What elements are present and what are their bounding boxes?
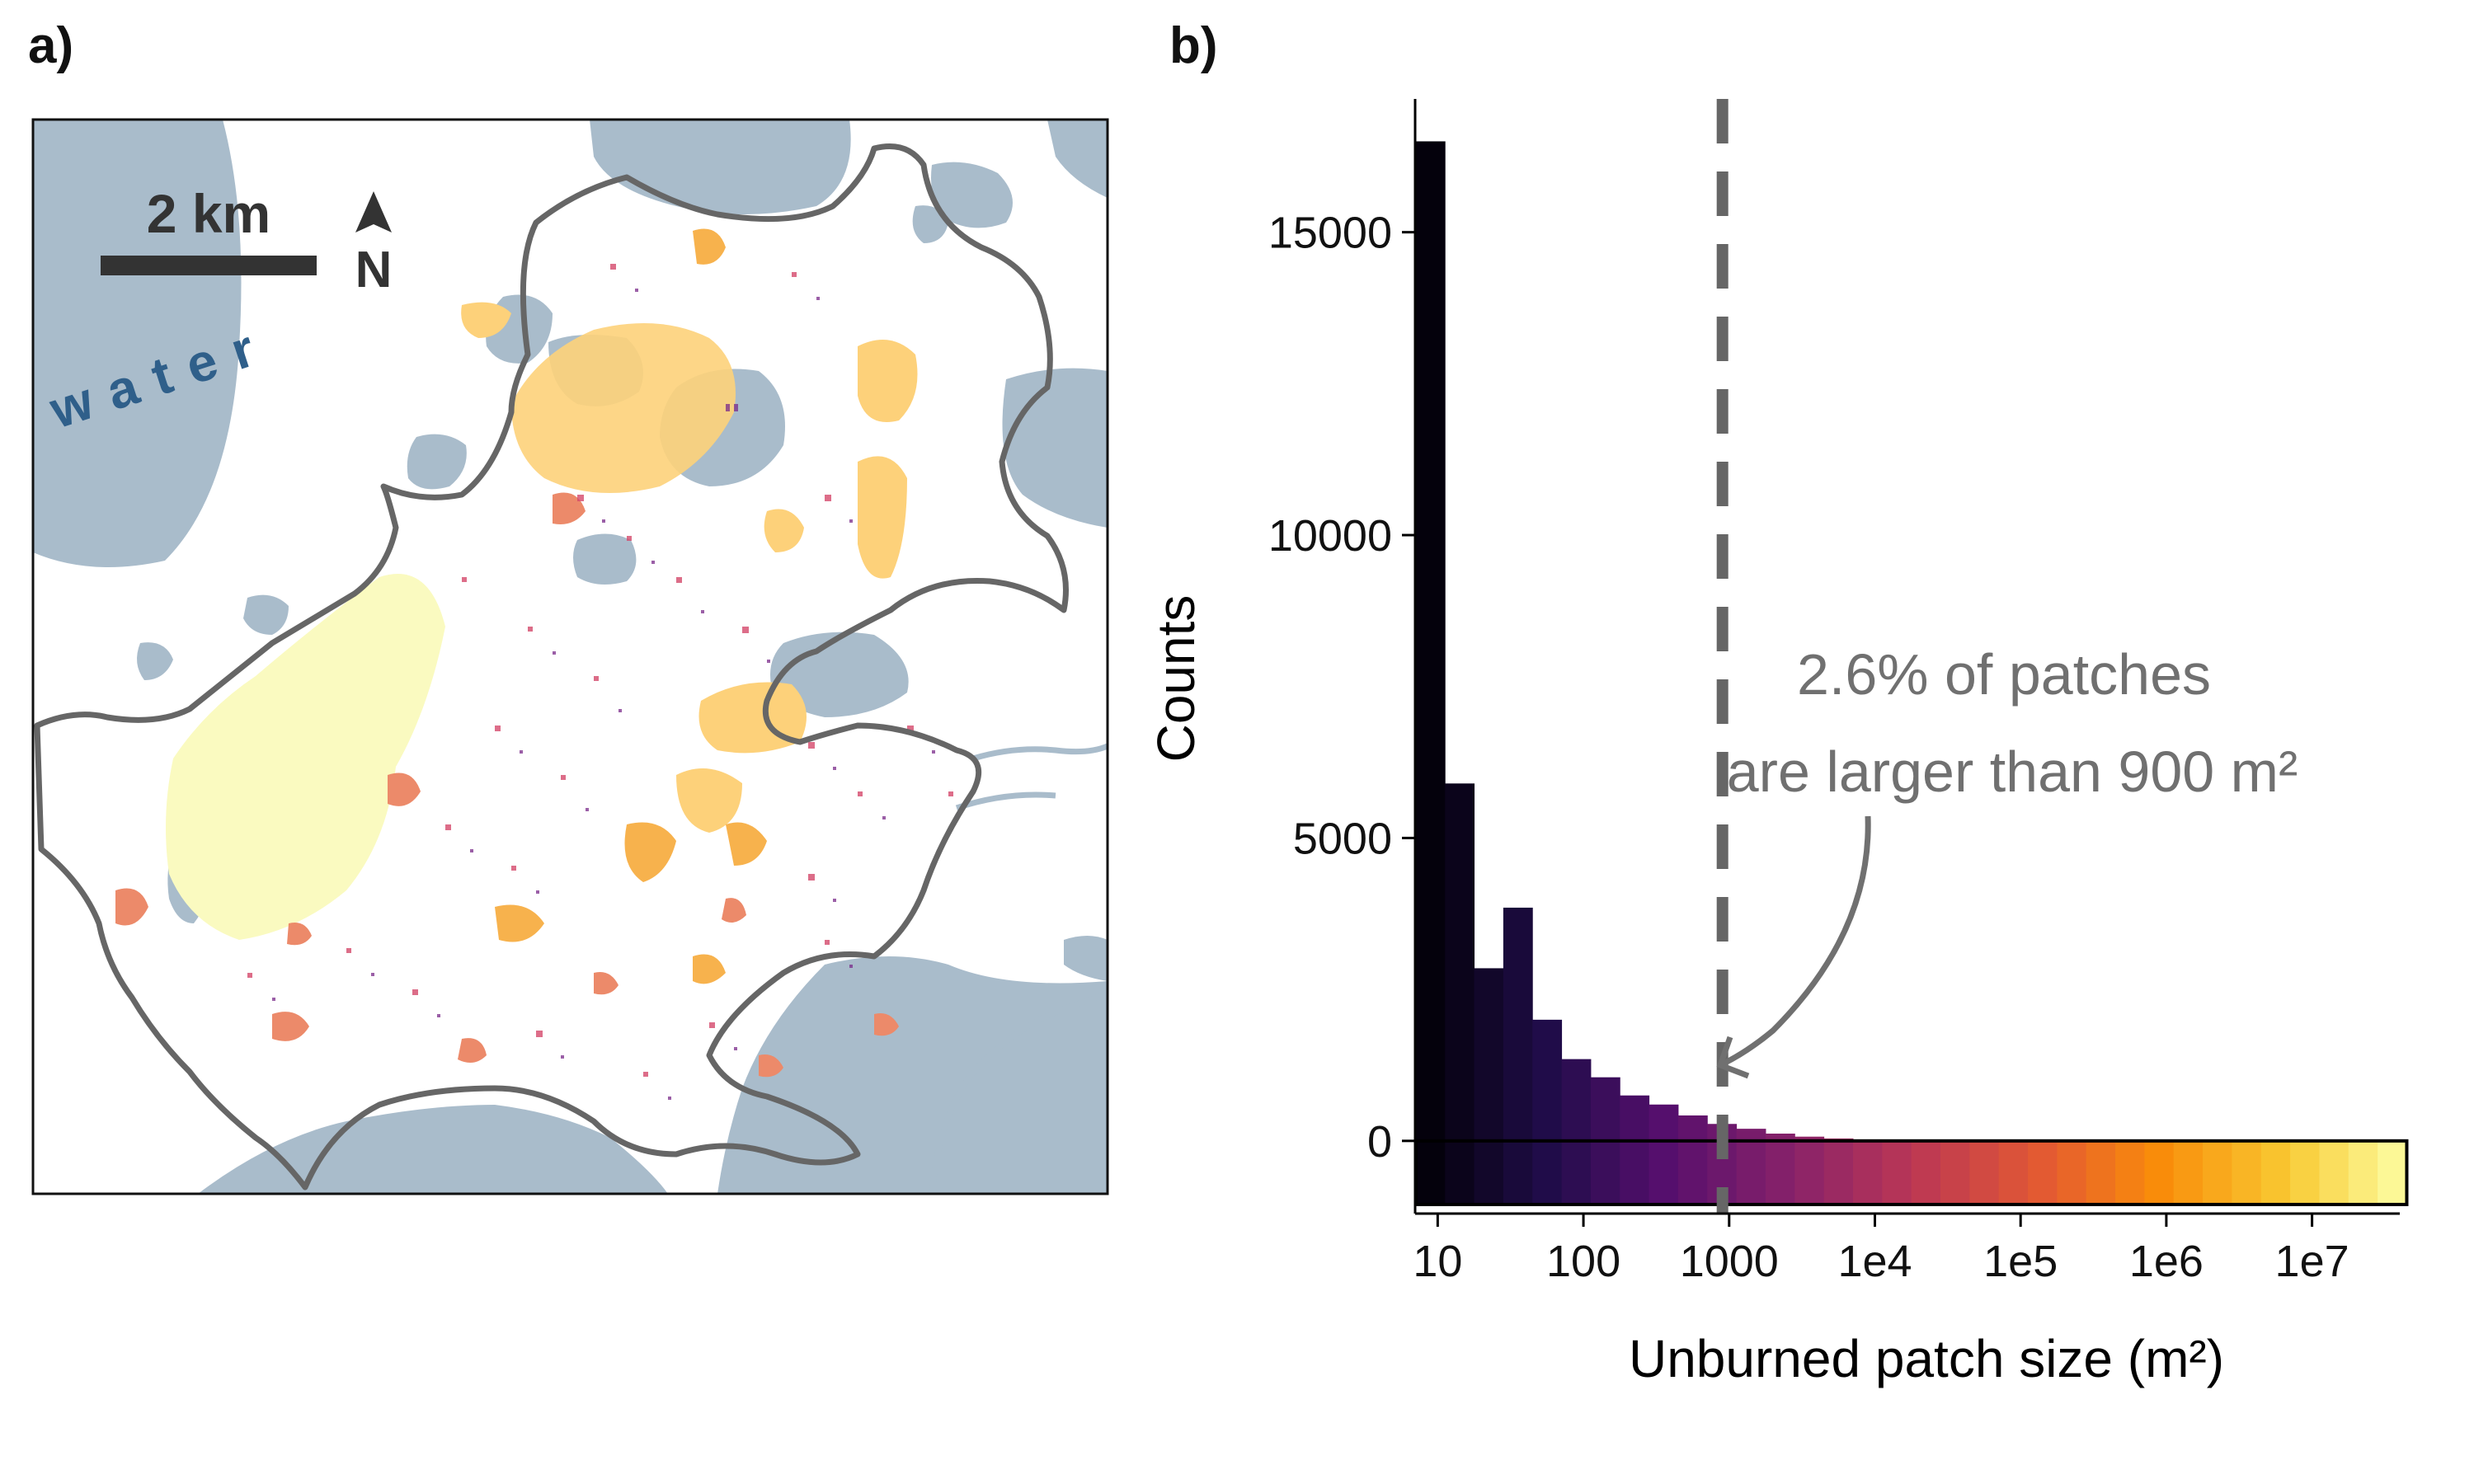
y-axis-ticks: 0 5000 10000 15000: [1268, 209, 1415, 1167]
small-patches: [247, 264, 953, 1077]
colorbar-cell: [1415, 1140, 1446, 1205]
x-tick-label: 100: [1546, 1237, 1620, 1286]
annotation-arrowhead-icon: [1716, 1036, 1750, 1079]
histogram-bar: [1794, 1136, 1825, 1141]
y-tick-label: 15000: [1268, 209, 1392, 258]
colorbar-cell: [1736, 1140, 1766, 1205]
histogram-bar: [1620, 1095, 1650, 1141]
scale-bar-label: 2 km: [147, 183, 270, 244]
annotation-line-2: are larger than 900 m²: [1727, 740, 2298, 804]
chart-axes: [1413, 99, 2400, 1215]
colorbar-cell: [2378, 1140, 2407, 1205]
colorbar-cell: [2173, 1140, 2204, 1205]
annotation-arrow: [1722, 815, 1871, 1067]
light-yellow-zone: [166, 574, 445, 940]
histogram-bar: [1765, 1134, 1795, 1141]
scale-bar: [101, 256, 317, 275]
colorbar-cell: [2290, 1140, 2320, 1205]
colorbar-cell: [2348, 1140, 2378, 1205]
north-arrow-icon: [355, 191, 392, 232]
x-tick-label: 1e7: [2275, 1237, 2349, 1286]
x-tick-label: 10: [1413, 1237, 1462, 1286]
colorbar-cell: [2144, 1140, 2175, 1205]
y-tick-label: 5000: [1293, 814, 1392, 863]
colorbar-cell: [1969, 1140, 2000, 1205]
orange-zones: [461, 302, 918, 833]
histogram-bar: [1590, 1077, 1620, 1141]
colorbar-cell: [2057, 1140, 2087, 1205]
histogram-bar: [1445, 783, 1475, 1141]
colorbar-cell: [1620, 1140, 1650, 1205]
colorbar-cell: [1794, 1140, 1825, 1205]
y-axis-label: Counts: [1146, 595, 1206, 763]
histogram-bar: [1474, 968, 1504, 1141]
annotation-line-1: 2.6% of patches: [1797, 642, 2211, 707]
burn-map: 2 km N water: [31, 118, 1109, 1195]
colorbar-cell: [1998, 1140, 2029, 1205]
x-axis-label: Unburned patch size (m²): [1629, 1329, 2224, 1388]
x-tick-label: 1e4: [1837, 1237, 1912, 1286]
x-tick-label: 1e6: [2129, 1237, 2204, 1286]
colorbar-cell: [1503, 1140, 1533, 1205]
histogram-bar: [1532, 1019, 1563, 1141]
histogram-bar: [1736, 1129, 1766, 1141]
colorbar-cell: [1561, 1140, 1592, 1205]
colorbar-cell: [1940, 1140, 1970, 1205]
histogram-bar: [1415, 141, 1446, 1141]
colorbar-cell: [2115, 1140, 2145, 1205]
colorbar-cell: [1445, 1140, 1475, 1205]
north-label: N: [355, 242, 393, 298]
histogram-bar: [1649, 1104, 1679, 1141]
colorbar-cell: [2260, 1140, 2291, 1205]
colorbar-cell: [1532, 1140, 1563, 1205]
colorbar-cell: [1882, 1140, 1912, 1205]
panel-b-label: b): [1169, 17, 1218, 74]
fire-perimeter: [34, 143, 1069, 1190]
map-frame: [31, 118, 1109, 1195]
size-colorbar: [1413, 1139, 2409, 1206]
colorbar-cell: [1852, 1140, 1883, 1205]
x-tick-label: 1000: [1680, 1237, 1779, 1286]
colorbar-cell: [1649, 1140, 1679, 1205]
colorbar-cell: [1823, 1140, 1854, 1205]
colorbar-cell: [1911, 1140, 1941, 1205]
colorbar-cell: [1765, 1140, 1795, 1205]
y-tick-label: 0: [1367, 1117, 1392, 1167]
orange-patches: [495, 228, 767, 984]
histogram-bar: [1503, 907, 1533, 1141]
x-tick-label: 1e5: [1983, 1237, 2058, 1286]
colorbar-cell: [2319, 1140, 2349, 1205]
x-axis-ticks: 10 100 1000 1e4 1e5 1e6 1e7: [1413, 1214, 2349, 1286]
y-tick-label: 10000: [1268, 511, 1392, 561]
tiny-patches: [272, 289, 935, 1100]
colorbar-cell: [2086, 1140, 2116, 1205]
histogram-bar: [1677, 1115, 1708, 1141]
colorbar-cell: [2232, 1140, 2262, 1205]
map-content: [33, 120, 1108, 1194]
colorbar-cell: [1590, 1140, 1620, 1205]
colorbar-cell: [2203, 1140, 2232, 1205]
colorbar-cell: [2028, 1140, 2058, 1205]
annotation: 2.6% of patches are larger than 900 m²: [1716, 642, 2298, 1079]
colorbar-cell: [1677, 1140, 1708, 1205]
colorbar-cell: [1474, 1140, 1504, 1205]
histogram-bars: [1415, 141, 2087, 1141]
histogram-bar: [1561, 1059, 1592, 1141]
panel-a-label: a): [28, 17, 74, 74]
